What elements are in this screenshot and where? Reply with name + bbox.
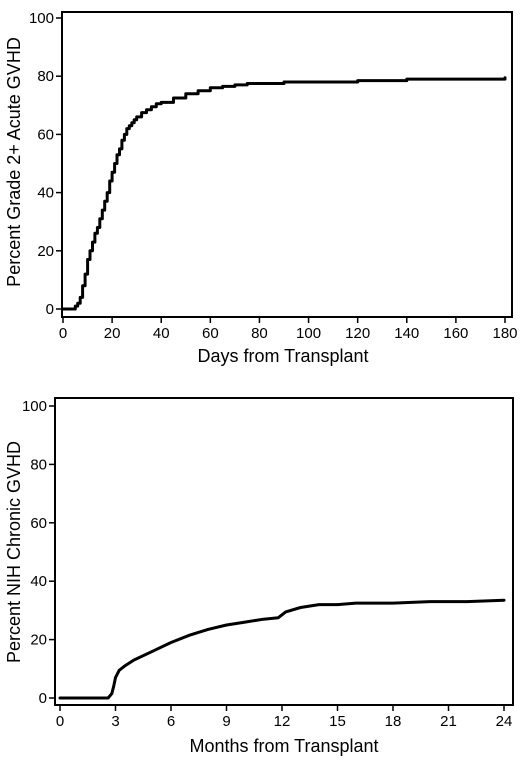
acute-gvhd-y-tick-label: 20 (37, 243, 54, 260)
acute-gvhd-x-axis-label: Days from Transplant (197, 346, 368, 366)
acute-gvhd-y-tick-label: 100 (29, 10, 54, 27)
chronic-gvhd-x-tick-label: 6 (167, 713, 175, 730)
acute-gvhd-x-tick-label: 20 (104, 325, 121, 342)
chronic-gvhd-y-axis-label: Percent NIH Chronic GVHD (4, 441, 24, 663)
chronic-gvhd-y-tick-label: 80 (30, 456, 47, 473)
chronic-gvhd-x-tick-label: 24 (496, 713, 513, 730)
acute-gvhd-plot-frame (61, 11, 513, 318)
chronic-gvhd-x-tick-label: 12 (274, 713, 291, 730)
chronic-gvhd-y-tick-label: 100 (22, 398, 47, 415)
acute-gvhd-chart: 0 20 40 60 80 100 120 140 160 180 0 20 40 60 80 100 Day… (4, 10, 518, 366)
acute-gvhd-curve (61, 76, 507, 311)
chronic-gvhd-x-tick-label: 3 (111, 713, 119, 730)
acute-gvhd-y-axis-label: Percent Grade 2+ Acute GVHD (4, 37, 24, 287)
chronic-gvhd-x-tick-label: 0 (56, 713, 64, 730)
acute-gvhd-y-tick-label: 80 (37, 68, 54, 85)
acute-gvhd-y-tick-label: 60 (37, 126, 54, 143)
acute-gvhd-y-tick-label: 40 (37, 185, 54, 202)
acute-gvhd-x-tick-label: 0 (59, 325, 67, 342)
chronic-gvhd-chart: 0 3 6 9 12 15 18 21 24 0 20 40 60 80 100 Months from T… (4, 397, 514, 756)
chronic-gvhd-ticks: 0 3 6 9 12 15 18 21 24 0 20 40 60 80 100 (22, 398, 512, 730)
chronic-gvhd-y-tick-label: 40 (30, 573, 47, 590)
acute-gvhd-x-tick-label: 160 (443, 325, 468, 342)
acute-gvhd-y-tick-label: 0 (46, 301, 54, 318)
acute-gvhd-x-tick-label: 40 (153, 325, 170, 342)
acute-gvhd-ticks: 0 20 40 60 80 100 120 140 160 180 0 20 40 60 80 100 (29, 10, 518, 342)
chronic-gvhd-x-tick-label: 21 (440, 713, 457, 730)
chronic-gvhd-plot-frame (54, 397, 514, 706)
chronic-gvhd-y-tick-label: 0 (39, 690, 47, 707)
acute-gvhd-x-tick-label: 60 (202, 325, 219, 342)
chronic-gvhd-x-axis-label: Months from Transplant (189, 736, 378, 756)
chronic-gvhd-y-tick-label: 60 (30, 515, 47, 532)
chronic-gvhd-y-tick-label: 20 (30, 632, 47, 649)
acute-gvhd-x-tick-label: 80 (251, 325, 268, 342)
chronic-gvhd-x-tick-label: 9 (222, 713, 230, 730)
acute-gvhd-x-tick-label: 100 (296, 325, 321, 342)
chronic-gvhd-x-tick-label: 18 (385, 713, 402, 730)
acute-gvhd-x-tick-label: 120 (345, 325, 370, 342)
acute-gvhd-x-tick-label: 140 (394, 325, 419, 342)
chronic-gvhd-curve (58, 598, 506, 700)
acute-gvhd-x-tick-label: 180 (492, 325, 517, 342)
chronic-gvhd-x-tick-label: 15 (329, 713, 346, 730)
